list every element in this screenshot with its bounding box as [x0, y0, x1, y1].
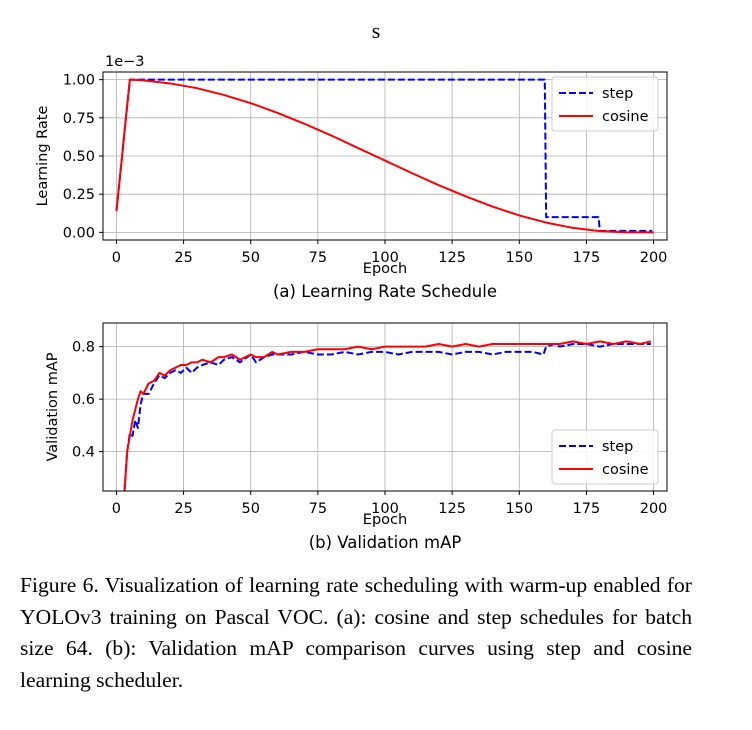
- chart1-ytick-label: 0.25: [63, 187, 95, 203]
- chart2-xtick-label: 200: [640, 501, 668, 517]
- header-letter: s: [371, 18, 381, 43]
- chart1-legend-label-cosine: cosine: [602, 109, 649, 125]
- chart1-xtick-label: 25: [174, 250, 192, 266]
- chart1-title: (a) Learning Rate Schedule: [273, 282, 497, 301]
- chart2-xtick-label: 25: [174, 501, 192, 517]
- chart1-xtick-label: 125: [438, 250, 466, 266]
- chart1-ytick-label: 0.50: [63, 149, 95, 165]
- chart2-y-axis-label: Validation mAP: [45, 352, 61, 461]
- chart1-xtick-label: 200: [640, 250, 668, 266]
- chart1-y-axis-label: Learning Rate: [35, 106, 51, 207]
- chart2-xtick-label: 75: [309, 501, 327, 517]
- chart2-xtick-label: 150: [505, 501, 533, 517]
- chart2-title: (b) Validation mAP: [309, 533, 462, 552]
- chart1-ytick-label: 0.00: [63, 225, 95, 241]
- chart2-xtick-label: 100: [371, 501, 399, 517]
- figure-caption: Figure 6. Visualization of learning rate…: [20, 573, 692, 692]
- figure-svg: 0 25 50 75 100 125 150 175 200 0.00 0.25 0.50 0.75 1.…: [35, 54, 668, 552]
- chart2-ytick-label: 0.8: [72, 340, 95, 356]
- chart1-legend-box: [551, 76, 659, 132]
- chart1-xtick-label: 100: [371, 250, 399, 266]
- chart1-x-axis-label: Epoch: [363, 261, 407, 277]
- chart1-xtick-label: 150: [505, 250, 533, 266]
- chart2-series-cosine-line: [123, 340, 652, 491]
- chart2-x-axis-label: Epoch: [363, 512, 407, 528]
- chart2-xtick-label: 125: [438, 501, 466, 517]
- chart1-xtick-label: 0: [112, 250, 121, 266]
- chart2-xtick-label: 50: [241, 501, 259, 517]
- chart2-ytick-label: 0.6: [72, 392, 95, 408]
- chart2-series-step-line: [123, 343, 651, 491]
- chart2-legend-label-cosine: cosine: [602, 462, 649, 478]
- chart1-xtick-label: 75: [309, 250, 327, 266]
- chart1-xtick-label: 175: [573, 250, 601, 266]
- chart2-ytick-label: 0.4: [72, 445, 95, 461]
- chart1-xtick-label: 50: [241, 250, 259, 266]
- chart1-scale-note: 1e−3: [105, 54, 145, 70]
- chart1-legend-label-step: step: [602, 86, 633, 102]
- chart2-xtick-label: 175: [573, 501, 601, 517]
- chart1-series-cosine-line: [115, 78, 654, 234]
- chart2-legend-box: [551, 429, 659, 485]
- chart2-xtick-label: 0: [112, 501, 121, 517]
- chart2-legend-label-step: step: [602, 439, 633, 455]
- chart1-ytick-label: 0.75: [63, 111, 95, 127]
- chart1-ytick-label: 1.00: [63, 73, 95, 89]
